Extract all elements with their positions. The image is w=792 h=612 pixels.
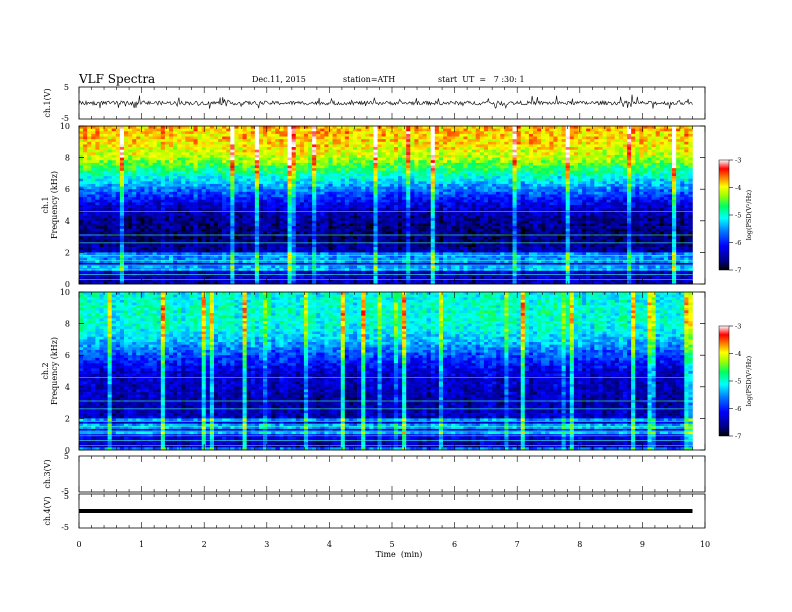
x-tick-label: 3 xyxy=(264,540,269,549)
ch2-colorbar-tick-label: -3 xyxy=(735,323,741,331)
ch2-spec-ylabel-ch: ch.2 xyxy=(41,362,50,379)
ch2-colorbar-ticks: -3 -4 -5 -6 -7 xyxy=(729,323,741,441)
ch1-colorbar-tick-label: -7 xyxy=(735,267,741,275)
start-time-label: start UT = 7 :30: 1 xyxy=(438,75,525,84)
ch1-colorbar-ticks: -3 -4 -5 -6 -7 xyxy=(729,157,741,275)
ch3-waveform-panel: ch.3(V) 5 -5 xyxy=(43,452,706,496)
ch1-colorbar: -3 -4 -5 -6 -7 log(PSD(V²/Hz) xyxy=(718,157,753,275)
x-tick-label: 1 xyxy=(139,540,144,549)
ch2-spec-ytick-label: 8 xyxy=(65,320,70,329)
ch2-colorbar-label: log(PSD(V²/Hz) xyxy=(745,355,753,406)
ch2-spectrogram-panel: ch.2 Frequency (kHz) 0 2 4 6 8 10 -3 -4 -5 -6 -7 … xyxy=(41,288,753,455)
ch1-colorbar-tick-label: -4 xyxy=(735,184,741,192)
ch2-spec-ytick-label: 4 xyxy=(65,383,70,392)
ch3-ytick-bottom: -5 xyxy=(61,487,69,496)
ch1-spec-ytick-label: 0 xyxy=(65,280,70,289)
date-label: Dec.11, 2015 xyxy=(252,75,306,84)
ch3-ylabel: ch.3(V) xyxy=(43,459,52,488)
ch2-spec-ytick-label: 0 xyxy=(65,446,70,455)
ch1-colorbar-tick-label: -3 xyxy=(735,157,741,165)
ch2-spec-ytick-label: 2 xyxy=(65,414,70,423)
ch1-colorbar-tick-label: -5 xyxy=(735,212,741,220)
x-axis-label: Time (min) xyxy=(376,550,423,559)
ch1-spec-yticks: 0 2 4 6 8 10 xyxy=(60,122,705,289)
ch2-spec-ytick-label: 10 xyxy=(60,288,70,297)
ch1-spec-ylabel-freq: Frequency (kHz) xyxy=(50,171,59,239)
ch1-spec-ytick-label: 2 xyxy=(65,248,70,257)
ch2-spec-ytick-label: 6 xyxy=(65,351,70,360)
ch1-spec-ytick-label: 6 xyxy=(65,185,70,194)
ch1-spec-ytick-label: 4 xyxy=(65,217,70,226)
ch2-colorbar-tick-label: -6 xyxy=(735,405,741,413)
x-tick-label: 9 xyxy=(640,540,645,549)
ch1-spectrogram-image xyxy=(79,126,693,285)
ch3-ytick-top: 5 xyxy=(64,452,69,461)
ch2-colorbar-scale xyxy=(718,325,730,437)
ch4-ytick-top: 5 xyxy=(64,492,69,501)
ch4-ytick-bottom: -5 xyxy=(61,523,69,532)
ch1-spec-ytick-label: 8 xyxy=(65,154,70,163)
ch1-waveform-panel: ch.1(V) 5 -5 xyxy=(43,83,706,123)
ch2-colorbar-tick-label: -5 xyxy=(735,378,741,386)
x-tick-label: 2 xyxy=(202,540,207,549)
figure-title: VLF Spectra xyxy=(78,72,155,86)
x-axis-tick-labels: 0 1 2 3 4 5 6 7 8 9 10 xyxy=(76,540,710,549)
ch1-ylabel: ch.1(V) xyxy=(43,88,52,117)
ch4-ylabel: ch.4(V) xyxy=(43,496,52,525)
ch2-colorbar-tick-label: -7 xyxy=(735,433,741,441)
ch2-colorbar-tick-label: -4 xyxy=(735,350,741,358)
x-tick-label: 5 xyxy=(389,540,394,549)
time-tick-marks xyxy=(78,87,706,528)
ch1-spectrogram-panel: ch.1 Frequency (kHz) 0 2 4 6 8 10 -3 -4 -5 -6 -7 … xyxy=(41,122,753,289)
x-tick-label: 10 xyxy=(700,540,710,549)
x-tick-label: 6 xyxy=(452,540,457,549)
ch4-waveform-panel: ch.4(V) 5 -5 xyxy=(43,492,706,532)
ch2-spec-ylabel-freq: Frequency (kHz) xyxy=(50,337,59,405)
ch1-ytick-top: 5 xyxy=(64,83,69,92)
ch1-waveform-trace xyxy=(78,94,693,109)
ch1-spec-ytick-label: 10 xyxy=(60,122,70,131)
x-tick-label: 7 xyxy=(515,540,520,549)
ch1-spec-ylabel-ch: ch.1 xyxy=(41,196,50,213)
ch2-spec-yticks: 0 2 4 6 8 10 xyxy=(60,288,705,455)
ch2-colorbar: -3 -4 -5 -6 -7 log(PSD(V²/Hz) xyxy=(718,323,753,441)
x-tick-label: 4 xyxy=(327,540,332,549)
ch1-ytick-bottom: -5 xyxy=(61,114,69,123)
x-tick-label: 8 xyxy=(577,540,582,549)
ch2-spectrogram-image xyxy=(79,292,693,451)
x-tick-label: 0 xyxy=(76,540,81,549)
ch1-colorbar-tick-label: -6 xyxy=(735,239,741,247)
ch1-colorbar-scale xyxy=(718,159,730,271)
station-label: station=ATH xyxy=(343,75,395,84)
ch1-colorbar-label: log(PSD(V²/Hz) xyxy=(745,189,753,240)
